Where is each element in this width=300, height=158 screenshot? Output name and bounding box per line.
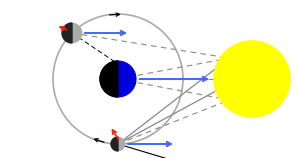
Wedge shape	[111, 137, 118, 151]
Circle shape	[62, 23, 82, 43]
Wedge shape	[62, 23, 72, 43]
Circle shape	[100, 61, 136, 97]
Circle shape	[214, 41, 290, 117]
Circle shape	[111, 137, 125, 151]
Wedge shape	[100, 61, 118, 97]
